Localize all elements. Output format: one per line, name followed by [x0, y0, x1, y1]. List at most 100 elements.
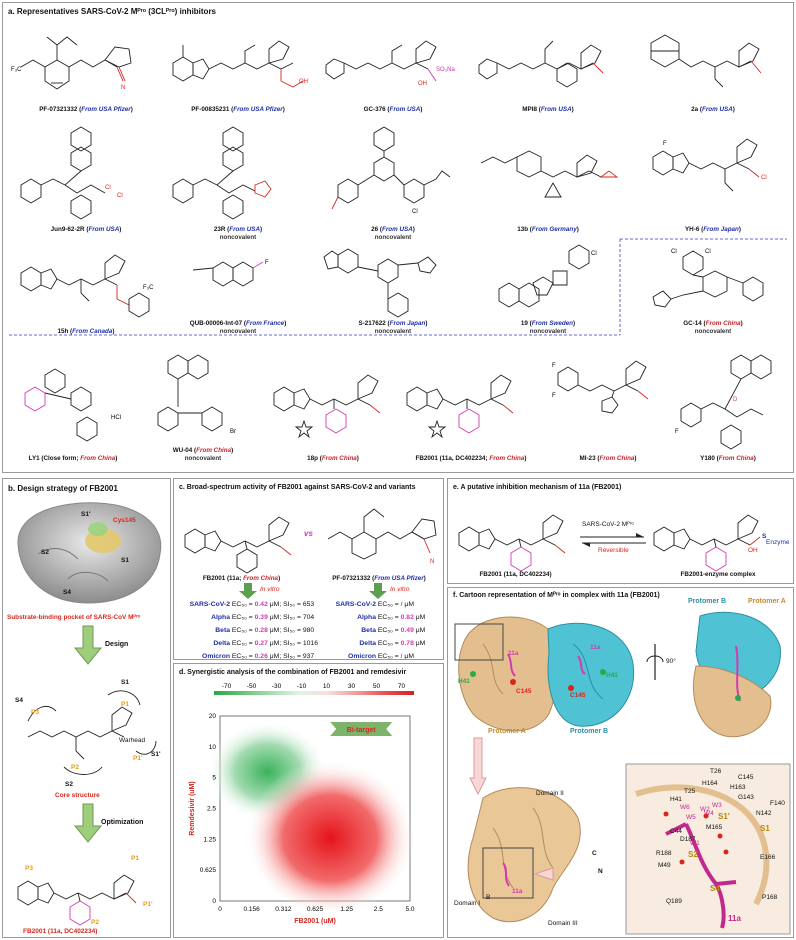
zoom-residue-label: S1' [718, 812, 730, 821]
invitro-right: In vitro [390, 586, 410, 593]
ec50-row-fb2001: Beta EC₅₀ = 0.28 μM; SI₅₀ = 980 [215, 627, 315, 634]
svg-text:F: F [265, 260, 269, 266]
core-caption: Core structure [55, 792, 100, 799]
y-tick-label: 0.625 [200, 867, 217, 874]
y-tick-label: 0 [212, 898, 216, 905]
y-tick-label: 10 [209, 744, 217, 751]
svg-text:F₃C: F₃C [11, 67, 22, 73]
svg-text:Cl: Cl [117, 193, 123, 199]
caption-qub: QUB-00006-Int-07 (From France) noncovale… [189, 320, 287, 335]
label-h41-b: H41 [606, 672, 618, 679]
colorbar-tick: 10 [323, 683, 331, 690]
colorbar-tick: 70 [398, 683, 406, 690]
core-label-s1: S1 [121, 679, 129, 686]
caption-ly1: LY1 (Close form; From China) [28, 455, 118, 462]
complex-caption-e: FB2001-enzyme complex [680, 571, 756, 578]
rotate-icon [646, 644, 664, 680]
zoom-residue-label: G143 [738, 794, 754, 801]
domain-ii: Domain II [536, 790, 564, 797]
ec50-row-fb2001: SARS-CoV-2 EC₅₀ = 0.42 μM; SI₅₀ = 653 [189, 601, 315, 608]
pocket-label-s1prime: S1' [81, 511, 91, 518]
bi-target-banner [330, 722, 393, 736]
svg-text:F: F [675, 429, 679, 435]
zoom-residue-label: M49 [658, 862, 671, 869]
structure-qub: F [192, 260, 269, 287]
x-tick-label: 0.156 [244, 906, 261, 913]
bi-target-label: Bi-target [347, 727, 376, 734]
active-site-zoom [625, 763, 791, 935]
fb2001-caption-c: FB2001 (11a; From China) [202, 575, 281, 582]
fb2001-caption-e: FB2001 (11a, DC402234) [479, 571, 552, 578]
pocket-label-s4: S4 [63, 589, 71, 596]
structure-mpi8 [478, 40, 604, 88]
zoom-residue-label: D187 [680, 836, 696, 843]
x-tick-label: 0.625 [307, 906, 324, 913]
structure-19: Cl [498, 244, 597, 308]
rotate-label: 90° [666, 658, 676, 665]
x-tick-label: 5.0 [405, 906, 414, 913]
zoom-residue-label: W1 [690, 840, 700, 847]
core-label-p2: P2 [71, 764, 79, 771]
caption-s217622: S-217622 (From Japan) noncovalent [358, 320, 428, 335]
x-tick-label: 0 [218, 906, 222, 913]
zoom-residue-label: T25 [684, 788, 696, 795]
ec50-row-fb2001: Delta EC₅₀ = 0.27 μM; SI₅₀ = 1016 [213, 640, 318, 647]
terminus-n: N [598, 868, 603, 875]
structure-gc14: Cl Cl [652, 249, 764, 308]
panel-b: b. Design strategy of FB2001 S1' Cys145 … [2, 478, 171, 938]
structure-mi23: F F [552, 360, 649, 414]
svg-text:Br: Br [230, 429, 236, 435]
panel-a: a. Representatives SARS-CoV-2 Mᴾʳᵒ (3CLᴾ… [2, 2, 794, 473]
structure-wu04: Br [157, 354, 236, 435]
zoom-residue-label: S4 [710, 884, 720, 893]
caption-2a: 2a (From USA) [691, 106, 735, 113]
core-label-p1: P1 [121, 701, 129, 708]
svg-text:D: D [733, 397, 738, 403]
zoom-residue-label: C145 [738, 774, 754, 781]
zoom-residue-label: H41 [670, 796, 682, 803]
x-tick-label: 2.5 [374, 906, 383, 913]
colorbar: -70 -50 -30 -10 10 30 50 70 [214, 683, 414, 695]
core-label-p1prime: P1' [133, 755, 143, 762]
caption-15h: 15h (From Canada) [57, 328, 115, 335]
x-axis-label: FB2001 (uM) [294, 918, 336, 925]
svg-text:Cl: Cl [412, 209, 418, 215]
pocket-caption: Substrate-binding pocket of SARS-CoV Mᴾʳ… [7, 614, 141, 621]
zoom-residue-label: E166 [760, 854, 776, 861]
protein-cartoon-side [693, 611, 781, 738]
zoom-residue-label: 11a [728, 914, 741, 923]
x-tick-label: 0.312 [275, 906, 292, 913]
structure-15h: F₃C [20, 254, 154, 318]
s-label: S [762, 533, 767, 540]
zoom-residue-label: Q189 [666, 898, 682, 905]
zoom-residue-label: P168 [762, 894, 778, 901]
zoom-residue-label: S1 [760, 824, 770, 833]
label-11a-1: 11a [508, 650, 519, 657]
svg-text:Cl: Cl [705, 249, 711, 255]
ec50-row-pf07321332: Alpha EC₅₀ = 0.82 μM [357, 614, 426, 621]
label-protomer-b: Protomer B [570, 728, 609, 735]
structure-fb2001-a [406, 374, 514, 439]
structure-2a [650, 34, 762, 88]
final-label-p1prime: P1' [143, 901, 153, 908]
structure-23r [172, 126, 272, 220]
invitro-left: In vitro [260, 586, 280, 593]
structure-fb2001-c [184, 516, 292, 574]
structure-pf07321332-c: N [327, 508, 437, 565]
label-protomer-b-side: Protomer B [688, 598, 727, 605]
synergy-region [245, 760, 416, 917]
zoom-residue-label: W4 [704, 810, 714, 817]
y-axis-label: Remdesivir (uM) [189, 781, 196, 835]
caption-gc14: GC-14 (From China) noncovalent [683, 320, 743, 335]
svg-text:N: N [430, 559, 434, 565]
y-tick-label: 5 [212, 775, 216, 782]
caption-jun9: Jun9-62-2R (From USA) [50, 226, 122, 233]
colorbar-tick: -50 [247, 683, 257, 690]
svg-text:Cl: Cl [761, 175, 767, 181]
y-tick-label: 2.5 [207, 806, 216, 813]
caption-gc376: GC-376 (From USA) [363, 106, 423, 113]
ec50-row-fb2001: Alpha EC₅₀ = 0.39 μM; SI₅₀ = 704 [211, 614, 315, 621]
y-tick-label: 20 [209, 713, 217, 720]
zoom-residue-label: T26 [710, 768, 722, 775]
ec50-row-pf07321332: SARS-CoV-2 EC₅₀ = / μM [335, 601, 414, 608]
